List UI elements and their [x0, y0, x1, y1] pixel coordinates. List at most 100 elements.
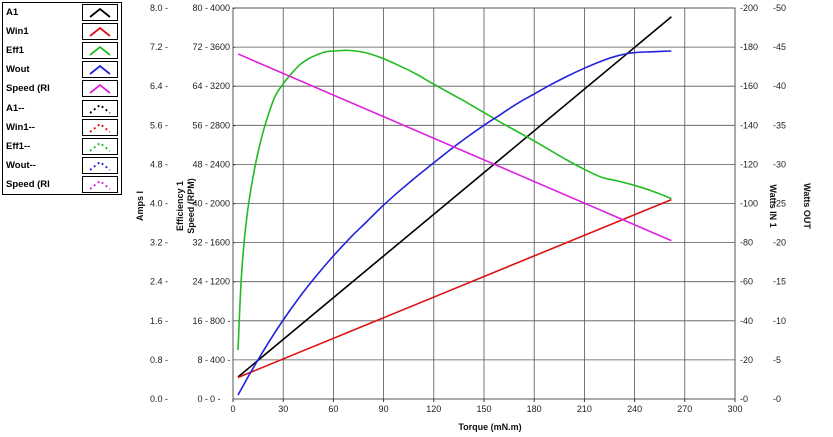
efficiency-tick-label: 48 - — [192, 159, 208, 169]
legend-entry: Wout-- — [3, 156, 121, 175]
x-tick-label: 180 — [527, 404, 542, 414]
watts-in-tick-label: -40 — [740, 316, 753, 326]
amps-tick-label: 3.2 - — [150, 238, 168, 248]
legend-swatch — [82, 4, 118, 22]
x-tick-label: 30 — [278, 404, 288, 414]
watts-out-tick-label: -5 — [773, 355, 781, 365]
speed-tick-label: 2000 - — [210, 199, 236, 209]
watts-out-tick-label: -45 — [773, 42, 786, 52]
speed-tick-label: 3200 - — [210, 81, 236, 91]
speed-tick-label: 2800 - — [210, 120, 236, 130]
x-tick-label: 270 — [677, 404, 692, 414]
x-tick-label: 210 — [577, 404, 592, 414]
efficiency-tick-label: 32 - — [192, 238, 208, 248]
legend-entry: A1 — [3, 3, 121, 22]
legend-entry: Speed (RI — [3, 175, 121, 194]
amps-tick-label: 1.6 - — [150, 316, 168, 326]
legend-entry: Speed (RI — [3, 79, 121, 98]
x-tick-label: 150 — [476, 404, 491, 414]
speed-tick-label: 1600 - — [210, 238, 236, 248]
amps-tick-label: 4.0 - — [150, 199, 168, 209]
watts-out-tick-label: -50 — [773, 3, 786, 13]
speed-tick-label: 3600 - — [210, 42, 236, 52]
efficiency-tick-label: 16 - — [192, 316, 208, 326]
watts-in-tick-label: -60 — [740, 277, 753, 287]
legend-swatch — [82, 175, 118, 193]
watts-out-tick-label: -15 — [773, 277, 786, 287]
speed-tick-label: 400 - — [210, 355, 231, 365]
watts-out-tick-label: -20 — [773, 238, 786, 248]
speed-tick-label: 800 - — [210, 316, 231, 326]
legend-label: Win1-- — [6, 121, 35, 133]
amps-tick-label: 2.4 - — [150, 277, 168, 287]
amps-tick-label: 6.4 - — [150, 81, 168, 91]
watts-in-tick-label: -0 — [740, 394, 748, 404]
watts-out-tick-label: -30 — [773, 159, 786, 169]
amps-tick-label: 0.8 - — [150, 355, 168, 365]
efficiency-tick-label: 56 - — [192, 120, 208, 130]
legend-label: A1 — [6, 7, 19, 19]
x-tick-label: 300 — [727, 404, 742, 414]
legend-swatch — [82, 61, 118, 79]
legend-label: Win1 — [6, 26, 29, 38]
amps-tick-label: 8.0 - — [150, 3, 168, 13]
legend-swatch — [82, 156, 118, 174]
efficiency-axis-title: Efficiency 1 — [175, 181, 185, 231]
amps-tick-label: 7.2 - — [150, 42, 168, 52]
legend-label: Wout-- — [6, 159, 36, 171]
watts-in-tick-label: -180 — [740, 42, 758, 52]
legend-swatch — [82, 118, 118, 136]
watts-in-tick-label: -120 — [740, 159, 758, 169]
speed-tick-label: 4000 - — [210, 3, 236, 13]
legend-swatch — [82, 80, 118, 98]
amps-tick-label: 5.6 - — [150, 120, 168, 130]
x-tick-label: 0 — [230, 404, 235, 414]
efficiency-tick-label: 40 - — [192, 199, 208, 209]
legend-entry: A1-- — [3, 98, 121, 117]
watts-out-tick-label: -10 — [773, 316, 786, 326]
x-axis-title: Torque (mN.m) — [458, 422, 521, 432]
watts-in-axis-title: Watts IN 1 — [768, 184, 778, 227]
legend-swatch — [82, 23, 118, 41]
amps-tick-label: 0.0 - — [150, 394, 168, 404]
watts-out-tick-label: -35 — [773, 120, 786, 130]
efficiency-tick-label: 24 - — [192, 277, 208, 287]
x-tick-label: 90 — [379, 404, 389, 414]
legend-label: A1-- — [6, 102, 25, 114]
amps-tick-label: 4.8 - — [150, 159, 168, 169]
x-tick-label: 120 — [426, 404, 441, 414]
watts-out-tick-label: -0 — [773, 394, 781, 404]
watts-out-axis-title: Watts OUT — [802, 183, 812, 229]
watts-in-tick-label: -80 — [740, 238, 753, 248]
legend-entry: Win1-- — [3, 118, 121, 137]
legend-label: Speed (RI — [6, 83, 50, 95]
watts-in-tick-label: -20 — [740, 355, 753, 365]
x-tick-label: 60 — [328, 404, 338, 414]
x-tick-label: 240 — [627, 404, 642, 414]
series-line-speed-rpm — [237, 53, 672, 242]
watts-in-tick-label: -100 — [740, 199, 758, 209]
series-line-wout — [237, 50, 672, 396]
efficiency-tick-label: 64 - — [192, 81, 208, 91]
legend-swatch — [82, 99, 118, 117]
chart-legend: A1 Win1 Eff1 Wout Speed (RI A1-- Win1-- Eff1-- W… — [2, 2, 122, 195]
legend-entry: Eff1-- — [3, 137, 121, 156]
legend-label: Wout — [6, 64, 30, 76]
legend-label: Eff1 — [6, 45, 24, 57]
speed-tick-label: 1200 - — [210, 277, 236, 287]
series-line-eff1 — [237, 49, 672, 351]
watts-out-tick-label: -25 — [773, 199, 786, 209]
efficiency-tick-label: 80 - — [192, 3, 208, 13]
legend-swatch — [82, 42, 118, 60]
watts-in-tick-label: -160 — [740, 81, 758, 91]
efficiency-tick-label: 8 - — [197, 355, 208, 365]
legend-label: Speed (RI — [6, 178, 50, 190]
series-line-a1 — [237, 16, 672, 378]
legend-entry: Win1 — [3, 22, 121, 41]
efficiency-tick-label: 72 - — [192, 42, 208, 52]
series-line-win1 — [237, 198, 672, 379]
speed-tick-label: 0 - — [210, 394, 221, 404]
legend-entry: Wout — [3, 60, 121, 79]
legend-entry: Eff1 — [3, 41, 121, 60]
